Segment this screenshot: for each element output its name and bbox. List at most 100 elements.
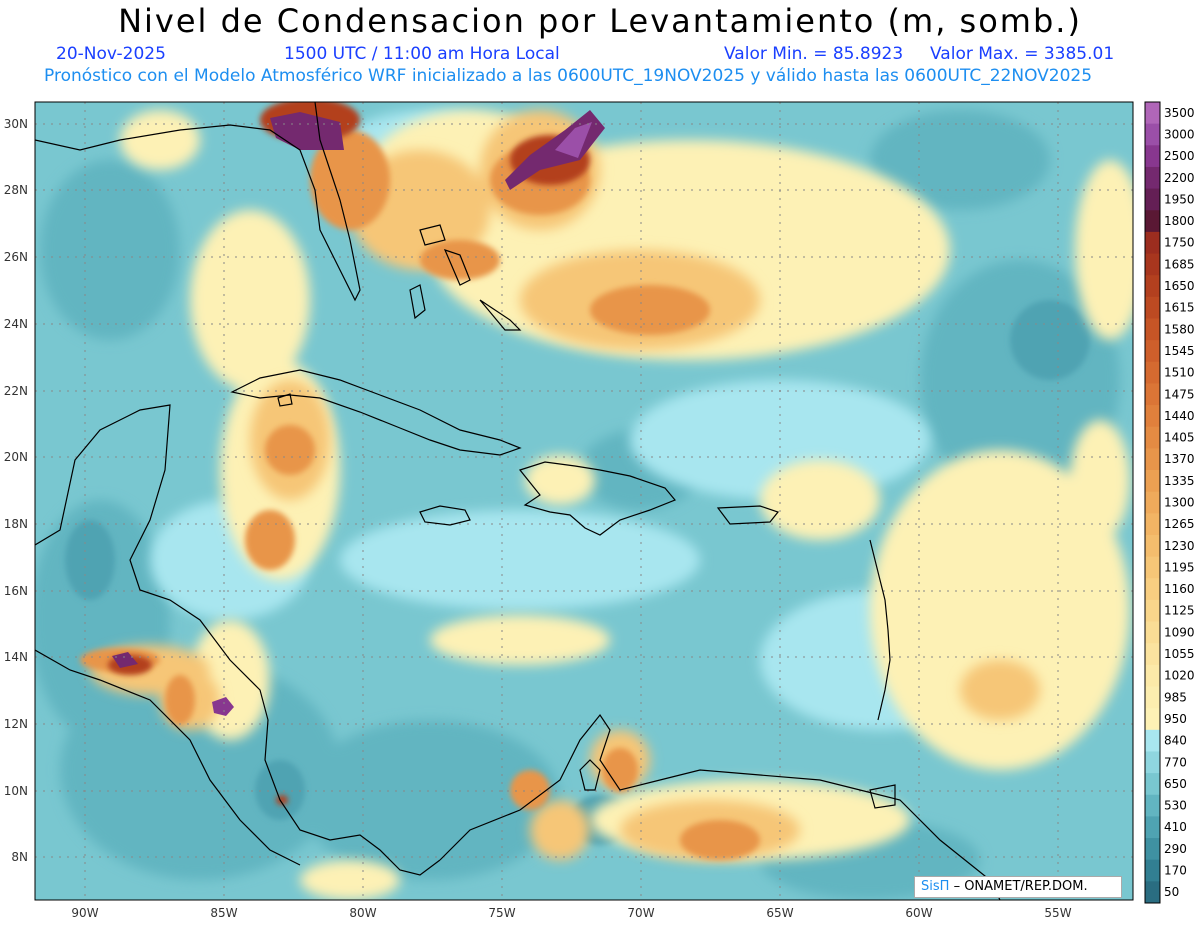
colorbar: 3500 3000 2500 2200 1950 1800 1750 1685 1650 1615…: [1144, 101, 1195, 904]
forecast-info: Pronóstico con el Modelo Atmosférico WRF…: [44, 66, 1093, 86]
colorbar-swatch: [1145, 578, 1160, 601]
lat-label: 30N: [4, 117, 28, 131]
colorbar-label: 1055: [1164, 647, 1195, 661]
colorbar-swatch: [1145, 664, 1160, 688]
colorbar-swatch: [1145, 513, 1160, 536]
colorbar-label: 650: [1164, 777, 1187, 791]
colorbar-swatch: [1145, 859, 1160, 882]
colorbar-label: 1370: [1164, 452, 1195, 466]
colorbar-label: 770: [1164, 755, 1187, 769]
colorbar-swatch: [1145, 188, 1160, 211]
lon-label: 75W: [488, 906, 515, 920]
max-value: Valor Max. = 3385.01: [930, 44, 1115, 64]
lat-label: 26N: [4, 250, 28, 264]
colorbar-swatch: [1145, 491, 1160, 514]
colorbar-swatch: [1145, 816, 1160, 839]
colorbar-swatch: [1145, 123, 1160, 146]
colorbar-label: 1440: [1164, 409, 1195, 423]
graticule: [35, 102, 1133, 900]
colorbar-label: 950: [1164, 712, 1187, 726]
lon-label: 80W: [349, 906, 376, 920]
min-value: Valor Min. = 85.8923: [724, 44, 904, 64]
map-frame: [34, 101, 1134, 901]
colorbar-swatch: [1145, 556, 1160, 579]
colorbar-label: 3000: [1164, 127, 1195, 141]
colorbar-swatch: [1145, 708, 1160, 731]
longitude-labels: 90W 85W 80W 75W 70W 65W 60W 55W: [71, 906, 1071, 920]
colorbar-label: 1125: [1164, 604, 1195, 618]
lat-label: 18N: [4, 517, 28, 531]
colorbar-label: 290: [1164, 842, 1187, 856]
lat-label: 24N: [4, 317, 28, 331]
colorbar-label: 2200: [1164, 171, 1195, 185]
lcl-field: [35, 102, 1133, 900]
coastlines: [35, 102, 1001, 900]
colorbar-swatch: [1145, 102, 1160, 125]
org-label: – ONAMET/REP.DOM.: [953, 879, 1088, 894]
lat-label: 8N: [11, 850, 28, 864]
lat-label: 22N: [4, 384, 28, 398]
colorbar-swatch: [1145, 621, 1160, 644]
colorbar-swatch: [1145, 838, 1160, 861]
colorbar-label: 1685: [1164, 257, 1195, 271]
colorbar-label: 1545: [1164, 344, 1195, 358]
colorbar-swatch: [1145, 643, 1160, 666]
colorbar-label: 985: [1164, 690, 1187, 704]
colorbar-label: 1950: [1164, 192, 1195, 206]
colorbar-label: 1510: [1164, 366, 1195, 380]
colorbar-label: 1230: [1164, 539, 1195, 553]
valid-time: 1500 UTC / 11:00 am Hora Local: [284, 44, 560, 64]
colorbar-swatch: [1145, 751, 1160, 774]
colorbar-label: 1615: [1164, 301, 1195, 315]
colorbar-label: 530: [1164, 799, 1187, 813]
colorbar-label: 1335: [1164, 474, 1195, 488]
colorbar-swatch: [1145, 448, 1160, 471]
lon-label: 65W: [766, 906, 793, 920]
lon-label: 85W: [210, 906, 237, 920]
lon-label: 90W: [71, 906, 98, 920]
colorbar-swatch: [1145, 361, 1160, 384]
colorbar-swatch: [1145, 794, 1160, 817]
latitude-labels: 30N 28N 26N 24N 22N 20N 18N 16N 14N 12N …: [4, 117, 28, 864]
lat-label: 16N: [4, 584, 28, 598]
colorbar-label: 410: [1164, 820, 1187, 834]
colorbar-label: 1475: [1164, 387, 1195, 401]
lon-label: 70W: [627, 906, 654, 920]
colorbar-swatch: [1145, 318, 1160, 341]
colorbar-swatch: [1145, 470, 1160, 493]
colorbar-label: 3500: [1164, 106, 1195, 120]
colorbar-label: 1800: [1164, 214, 1195, 228]
lat-label: 10N: [4, 784, 28, 798]
colorbar-label: 170: [1164, 864, 1187, 878]
lat-label: 14N: [4, 650, 28, 664]
colorbar-frame: [1144, 101, 1161, 904]
colorbar-label: 1265: [1164, 517, 1195, 531]
colorbar-label: 1650: [1164, 279, 1195, 293]
colorbar-label: 1090: [1164, 625, 1195, 639]
brand-label: SisΠ: [921, 879, 950, 894]
colorbar-swatch: [1145, 296, 1160, 319]
colorbar-swatch: [1145, 534, 1160, 558]
colorbar-swatch: [1145, 405, 1160, 428]
colorbar-label: 1580: [1164, 322, 1195, 336]
colorbar-swatch: [1145, 686, 1160, 709]
colorbar-label: 840: [1164, 734, 1187, 748]
lon-label: 60W: [905, 906, 932, 920]
lat-label: 20N: [4, 450, 28, 464]
map-title: Nivel de Condensacion por Levantamiento …: [118, 2, 1082, 40]
colorbar-label: 1405: [1164, 431, 1195, 445]
lat-label: 12N: [4, 717, 28, 731]
colorbar-swatch: [1145, 773, 1160, 796]
colorbar-label: 2500: [1164, 149, 1195, 163]
colorbar-label: 1300: [1164, 496, 1195, 510]
colorbar-swatch: [1145, 145, 1160, 168]
colorbar-label: 50: [1164, 885, 1179, 899]
lon-label: 55W: [1044, 906, 1071, 920]
colorbar-swatch: [1145, 729, 1160, 752]
colorbar-swatch: [1145, 166, 1160, 190]
colorbar-swatch: [1145, 210, 1160, 233]
colorbar-swatch: [1145, 881, 1160, 904]
colorbar-label: 1020: [1164, 669, 1195, 683]
colorbar-swatch: [1145, 426, 1160, 449]
